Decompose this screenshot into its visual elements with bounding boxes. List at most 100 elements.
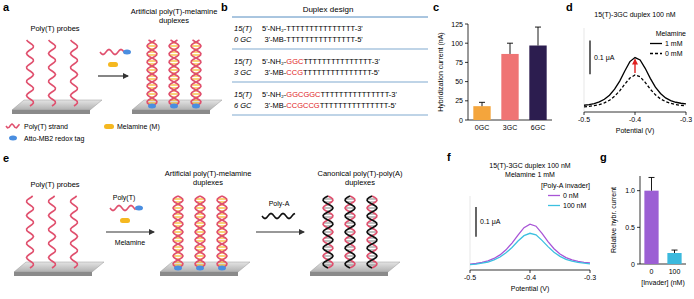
y-tick-label: 100: [451, 40, 463, 47]
x-tick-label: -0.5: [464, 274, 476, 281]
strand: [27, 40, 34, 106]
y-range-line: [470, 196, 471, 270]
free-strand: [110, 206, 136, 211]
surface: [132, 100, 222, 110]
subtitle: Melamine 1 mM: [505, 171, 555, 178]
error-cap: [535, 27, 541, 28]
scale-bar: [475, 207, 476, 237]
melamine: [104, 124, 114, 129]
base-pair: [169, 93, 179, 94]
sequence: 5'-NH₂-GGCGGCTTTTTTTTTTTTTTT-3': [262, 90, 397, 99]
series-line: [470, 224, 590, 264]
scale-bar: [589, 41, 590, 75]
label-line: Artificial poly(T)-melamine: [131, 7, 218, 16]
base-pair: [345, 207, 355, 208]
base-pair: [191, 93, 201, 94]
seq-part: 3'-MB-: [264, 101, 286, 110]
y-tick-label: 125: [451, 21, 463, 28]
label: Artificial poly(T)-melamineduplexes: [165, 169, 252, 187]
seq-part: 5'-NH₂-: [262, 57, 287, 66]
x-tick: [590, 270, 591, 273]
error-line: [538, 27, 539, 45]
y-tick: [465, 62, 468, 63]
seq-part: CCG: [286, 68, 303, 77]
strand: [169, 40, 179, 106]
scale-bar-label: 0.1 μA: [480, 218, 501, 226]
redox-tag: [196, 266, 204, 271]
label: Poly-A: [269, 200, 290, 208]
strand: [191, 40, 201, 106]
strand: [49, 196, 56, 268]
x-tick-label: -0.4: [524, 274, 536, 281]
surface-edge: [14, 272, 92, 276]
base-pair: [169, 45, 179, 46]
strand: [323, 196, 333, 268]
base-pair: [345, 231, 355, 232]
bar: [473, 106, 490, 120]
free-strand: [100, 50, 124, 55]
legend-title: [Poly-A invader]: [541, 182, 590, 190]
free-strand: [262, 214, 295, 219]
y-tick: [637, 227, 640, 228]
scale-bar-label: 0.1 μA: [594, 54, 615, 62]
y-tick: [637, 190, 640, 191]
y-tick: [637, 264, 640, 265]
label: Melamine: [115, 239, 145, 246]
base-pair: [147, 45, 157, 46]
x-tick-label: 0: [650, 268, 654, 275]
x-tick: [584, 112, 585, 115]
error-bar: [649, 177, 655, 190]
legend-title: Melamine: [656, 30, 686, 37]
error-cap: [479, 102, 485, 103]
title: 15(T)-3GC duplex 100 nM: [594, 11, 675, 19]
label: 0 GC: [234, 35, 252, 44]
x-tick: [686, 112, 687, 115]
surface: [12, 100, 102, 110]
error-cap: [507, 43, 513, 44]
label: Atto-MB2 redox tag: [24, 135, 84, 143]
seq-part: 3'-MB-: [264, 68, 286, 77]
base-pair: [195, 231, 205, 232]
seq-part: TTTTTTTTTTTTTTT-5': [286, 35, 363, 44]
title: 15(T)-3GC duplex 100 nM: [489, 162, 570, 170]
seq-part: TTTTTTTTTTTTTTT-5': [303, 68, 380, 77]
redox-tag: [135, 206, 143, 211]
redox-tag: [148, 104, 156, 109]
redox-tag: [174, 266, 182, 271]
legend-swatch: [650, 53, 662, 54]
redox-tag: [170, 104, 178, 109]
x-axis-title: Potential (V): [511, 285, 550, 293]
strand: [345, 196, 355, 268]
legend-label: 1 mM: [665, 40, 683, 47]
y-range-line: [584, 28, 585, 112]
seq-part: CCGCCG: [286, 101, 319, 110]
label: Melamine (M): [117, 123, 160, 131]
base-pair: [191, 45, 201, 46]
seq-part: GGC: [286, 57, 304, 66]
legend-label: 0 mM: [665, 50, 683, 57]
label: Poly(T) strand: [24, 123, 68, 131]
plot-marks: [473, 27, 546, 120]
seq-part: TTTTTTTTTTTTTTT-3': [321, 90, 398, 99]
x-tick-label: -0.3: [680, 116, 692, 123]
base-pair: [169, 69, 179, 70]
legend-swatch: [650, 43, 662, 44]
rule: [232, 17, 428, 18]
error-line: [482, 102, 483, 106]
seq-part: TTTTTTTTTTTTTTT-3': [303, 57, 380, 66]
x-tick-label: 100: [669, 268, 681, 275]
label: 3 GC: [234, 68, 252, 77]
seq-part: GGCGGC: [286, 90, 321, 99]
x-tick: [530, 270, 531, 273]
key-tag: [9, 136, 17, 141]
base-pair: [217, 231, 227, 232]
series-line: [470, 233, 590, 264]
strand: [169, 40, 179, 106]
legend-label: 100 nM: [563, 202, 587, 209]
plot-marks: [644, 177, 681, 264]
figure: aPoly(T) probesArtificial poly(T)-melami…: [0, 0, 694, 299]
panel-letter: e: [3, 152, 9, 164]
redox-tag: [123, 50, 131, 55]
base-pair: [173, 207, 183, 208]
rule: [232, 49, 428, 50]
